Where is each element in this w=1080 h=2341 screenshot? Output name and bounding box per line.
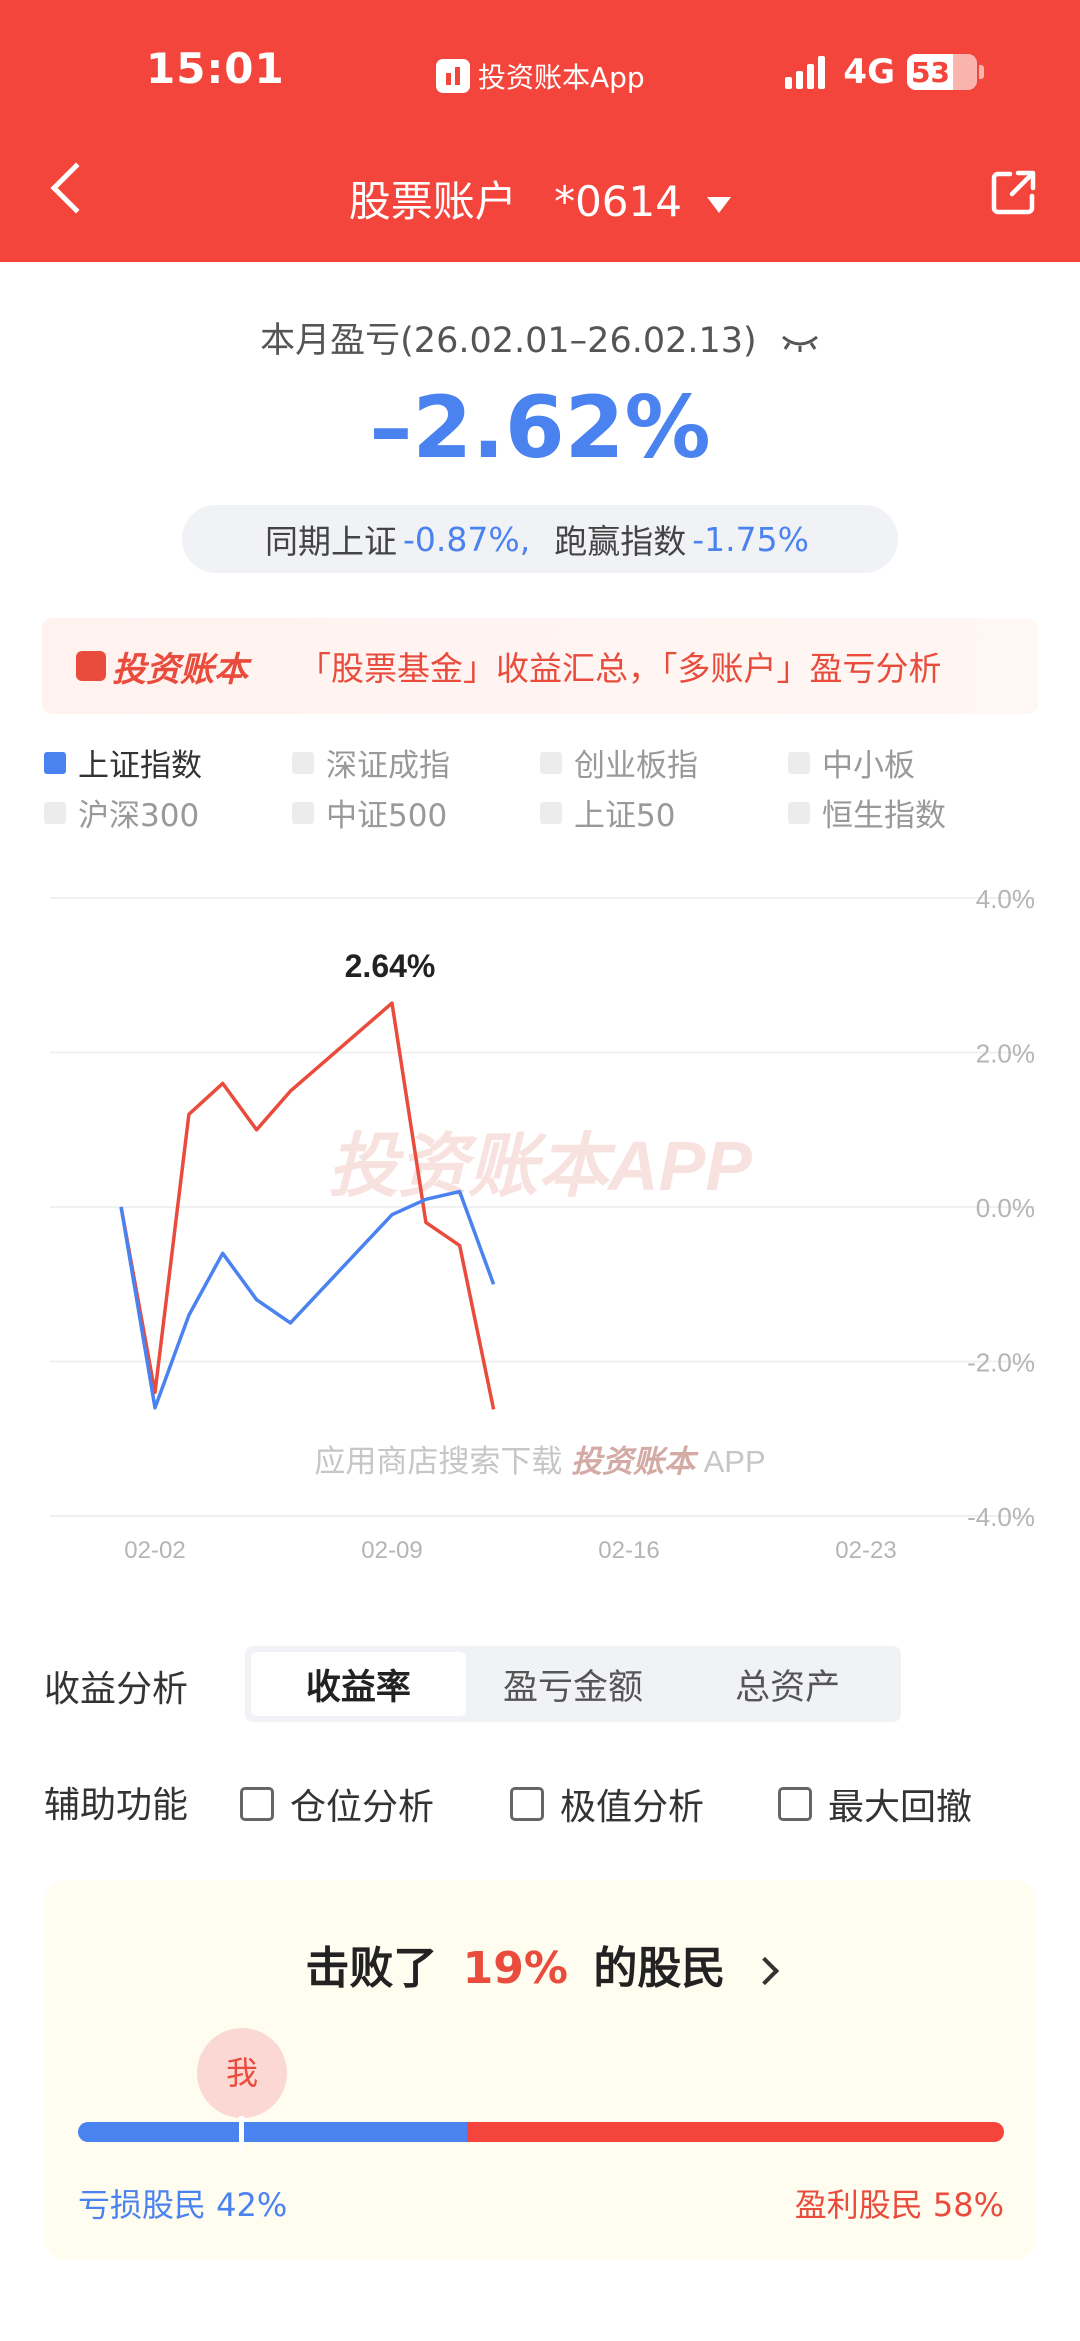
legend-swatch bbox=[44, 801, 66, 824]
banner-text: 「股票基金」收益汇总，「多账户」盈亏分析 bbox=[298, 649, 942, 688]
beat-pct: 19% bbox=[462, 1943, 568, 1994]
legend-swatch bbox=[292, 801, 314, 824]
loss-investors-label: 亏损股民 42% bbox=[78, 2186, 288, 2224]
tab-return-rate[interactable]: 收益率 bbox=[251, 1652, 466, 1716]
tab-pnl-amount[interactable]: 盈亏金额 bbox=[503, 1667, 644, 1708]
legend-swatch bbox=[540, 801, 562, 824]
index-series-line bbox=[119, 1189, 496, 1410]
analysis-tabs: 收益率 盈亏金额 总资产 bbox=[245, 1646, 901, 1722]
y-tick-label: 2.0% bbox=[976, 1039, 1035, 1069]
checkbox-icon[interactable] bbox=[778, 1787, 812, 1821]
status-app-name: 投资账本App bbox=[478, 61, 645, 94]
period-label: 本月盈亏(26.02.01–26.02.13) bbox=[0, 312, 1080, 363]
legend-item[interactable]: 中证500 bbox=[292, 790, 447, 835]
share-icon[interactable] bbox=[990, 168, 1038, 216]
extreme-analysis-checkbox[interactable]: 极值分析 bbox=[510, 1778, 704, 1830]
x-tick-label: 02-09 bbox=[361, 1537, 422, 1560]
checkbox-icon[interactable] bbox=[510, 1787, 544, 1821]
beat-investors-card[interactable]: 击败了 19% 的股民 我 亏损股民 42% 盈利股民 58% bbox=[44, 1880, 1036, 2260]
legend-swatch bbox=[540, 751, 562, 774]
status-time: 15:01 bbox=[146, 44, 285, 93]
profit-segment bbox=[466, 2122, 1004, 2142]
chart-watermark: 投资账本APP bbox=[328, 1127, 752, 1205]
aux-label: 辅助功能 bbox=[44, 1785, 189, 1826]
signal-icon bbox=[785, 55, 829, 89]
position-analysis-checkbox[interactable]: 仓位分析 bbox=[240, 1778, 434, 1830]
analysis-label: 收益分析 bbox=[44, 1669, 189, 1710]
legend-item[interactable]: 沪深300 bbox=[44, 790, 199, 835]
investor-split-bar bbox=[78, 2122, 1004, 2142]
banner-logo: 投资账本 bbox=[76, 642, 248, 691]
y-tick-label: -4.0% bbox=[967, 1502, 1035, 1532]
app-logo-icon bbox=[76, 651, 106, 681]
legend-swatch bbox=[788, 801, 810, 824]
x-tick-label: 02-16 bbox=[598, 1537, 659, 1560]
legend-item[interactable]: 深证成指 bbox=[292, 740, 450, 785]
page-title: 股票账户 bbox=[348, 177, 517, 226]
chart-footer-note: 应用商店搜索下载 投资账本 APP bbox=[314, 1444, 765, 1479]
beat-title: 击败了 19% 的股民 bbox=[44, 1932, 1036, 1996]
x-tick-label: 02-23 bbox=[835, 1537, 896, 1560]
chevron-right-icon bbox=[750, 1956, 779, 1986]
account-number: *0614 bbox=[554, 177, 682, 226]
legend-item[interactable]: 上证50 bbox=[540, 790, 675, 835]
legend-swatch bbox=[44, 751, 66, 774]
legend-item[interactable]: 创业板指 bbox=[540, 740, 698, 785]
y-tick-label: 4.0% bbox=[976, 884, 1035, 914]
caret-down-icon bbox=[707, 196, 732, 213]
me-position-marker bbox=[239, 2116, 244, 2150]
header-bar: 15:01 投资账本App 4G 53 股票账户 *0614 bbox=[0, 0, 1080, 262]
loss-segment bbox=[78, 2122, 467, 2142]
checkbox-icon[interactable] bbox=[240, 1787, 274, 1821]
y-tick-label: 0.0% bbox=[976, 1193, 1035, 1223]
legend-item[interactable]: 中小板 bbox=[788, 740, 915, 785]
network-type: 4G bbox=[843, 52, 895, 92]
app-logo-icon bbox=[436, 59, 470, 93]
index-compare-pill: 同期上证 -0.87%, 跑赢指数 -1.75% bbox=[182, 505, 898, 573]
status-indicators: 4G 53 bbox=[785, 52, 984, 92]
excess-return: -1.75% bbox=[692, 519, 809, 559]
index-return: -0.87%, bbox=[403, 519, 531, 559]
return-line-chart[interactable]: 4.0% 2.0% 0.0% -2.0% -4.0% 02-02 02-09 02-16 02-… bbox=[0, 860, 1080, 1560]
battery-level: 53 bbox=[911, 56, 950, 89]
max-drawdown-checkbox[interactable]: 最大回撤 bbox=[778, 1778, 972, 1830]
peak-data-label: 2.64% bbox=[345, 948, 436, 984]
legend-swatch bbox=[292, 751, 314, 774]
month-return-value: –2.62% bbox=[369, 378, 711, 478]
account-selector[interactable]: 股票账户 *0614 bbox=[0, 168, 1080, 229]
me-marker-bubble: 我 bbox=[197, 2028, 287, 2118]
profit-investors-label: 盈利股民 58% bbox=[794, 2186, 1004, 2224]
legend-swatch bbox=[788, 751, 810, 774]
battery-icon: 53 bbox=[907, 54, 977, 90]
x-tick-label: 02-02 bbox=[124, 1537, 185, 1560]
status-app-indicator: 投资账本App bbox=[436, 56, 645, 96]
legend-item[interactable]: 上证指数 bbox=[44, 740, 202, 785]
promo-banner[interactable]: 投资账本 「股票基金」收益汇总，「多账户」盈亏分析 bbox=[42, 618, 1038, 714]
legend-item[interactable]: 恒生指数 bbox=[788, 790, 946, 835]
portfolio-series-line bbox=[119, 1001, 496, 1410]
tab-total-assets[interactable]: 总资产 bbox=[735, 1667, 841, 1708]
y-tick-label: -2.0% bbox=[967, 1348, 1035, 1378]
eye-closed-icon[interactable] bbox=[780, 331, 820, 353]
